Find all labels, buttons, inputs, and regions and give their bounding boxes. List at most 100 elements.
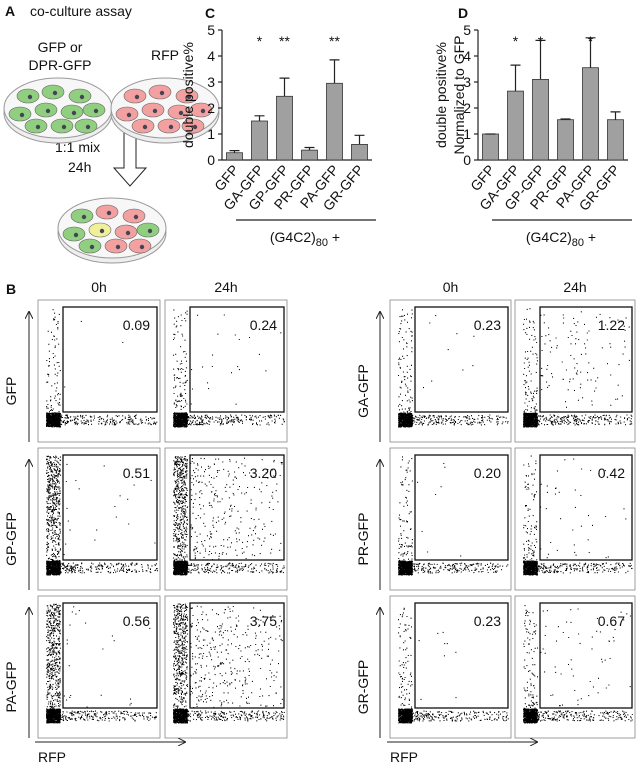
error-bar xyxy=(510,64,521,92)
gate-value: 1.22 xyxy=(598,317,625,333)
row-label: GFP xyxy=(3,377,19,406)
nucleus xyxy=(159,90,165,96)
gate-value: 0.42 xyxy=(598,465,625,481)
cell xyxy=(34,102,58,118)
cell xyxy=(88,222,112,238)
gate-value: 0.56 xyxy=(123,613,150,629)
cell xyxy=(24,118,48,134)
gate-value: 0.67 xyxy=(598,613,625,629)
significance: * xyxy=(513,33,519,49)
bar xyxy=(226,152,243,161)
row-label: GA-GFP xyxy=(355,364,371,418)
y-tick-label: 5 xyxy=(463,22,471,38)
panel-letter: D xyxy=(458,5,468,21)
cell xyxy=(82,102,106,118)
cell xyxy=(175,88,199,104)
cell xyxy=(68,88,92,104)
cell xyxy=(95,204,119,220)
cell xyxy=(74,118,98,134)
gate xyxy=(414,602,509,709)
cell xyxy=(148,84,172,100)
nucleus xyxy=(81,214,87,220)
bar xyxy=(557,119,574,161)
y-tick-label: 2 xyxy=(463,100,471,116)
gate-value: 0.24 xyxy=(250,317,277,333)
significance: * xyxy=(257,33,263,49)
nucleus xyxy=(35,124,41,130)
row-label: PA-GFP xyxy=(3,661,19,712)
events xyxy=(46,455,158,576)
cell xyxy=(128,238,152,254)
cell xyxy=(131,118,155,134)
gate-value: 0.23 xyxy=(474,317,501,333)
error-bar xyxy=(585,37,596,68)
panel-letter: C xyxy=(205,5,215,21)
gate xyxy=(62,602,158,709)
gate xyxy=(189,602,285,709)
nucleus xyxy=(71,110,77,116)
y-tick-label: 1 xyxy=(207,126,215,142)
cell xyxy=(8,106,32,122)
nucleus xyxy=(89,244,95,250)
events xyxy=(523,455,633,576)
column-header: 24h xyxy=(563,279,586,295)
gate xyxy=(62,454,158,561)
error-bar xyxy=(610,111,621,120)
nucleus xyxy=(192,124,198,130)
bar xyxy=(482,133,499,161)
error-bar xyxy=(254,115,265,121)
group-label: (G4C2)80 + xyxy=(526,229,596,249)
gate-value: 0.09 xyxy=(123,317,150,333)
nucleus xyxy=(61,124,67,130)
gate xyxy=(539,602,633,709)
bar xyxy=(532,79,549,161)
gate-value: 0.20 xyxy=(474,465,501,481)
events xyxy=(46,309,158,428)
events xyxy=(523,605,633,724)
events xyxy=(398,456,509,576)
cell xyxy=(70,208,94,224)
y-tick-label: 0 xyxy=(463,152,471,168)
gate-value: 3.75 xyxy=(250,613,277,629)
group-label: (G4C2)80 + xyxy=(270,229,340,249)
y-axis-label: double positive% xyxy=(180,42,196,148)
x-axis-label: RFP xyxy=(390,749,418,765)
panel-letter: A xyxy=(5,3,15,19)
gate xyxy=(539,306,633,413)
cell xyxy=(189,102,213,118)
nucleus xyxy=(45,108,51,114)
bar xyxy=(351,143,368,161)
cell xyxy=(62,226,86,242)
bar xyxy=(301,149,318,161)
gate-value: 0.23 xyxy=(474,613,501,629)
dish-label: DPR-GFP xyxy=(29,57,92,73)
gate xyxy=(189,454,285,561)
step-label: 24h xyxy=(68,159,91,175)
cell xyxy=(41,84,65,100)
events xyxy=(173,455,285,576)
y-tick-label: 4 xyxy=(463,48,471,64)
nucleus xyxy=(200,108,206,114)
row-label: GP-GFP xyxy=(3,512,19,566)
y-axis-label: double positive% xyxy=(433,42,449,148)
bar xyxy=(251,120,268,161)
nucleus xyxy=(125,230,131,236)
error-bar xyxy=(535,39,546,80)
bar xyxy=(582,67,599,161)
gate-value: 3.20 xyxy=(250,465,277,481)
error-bar xyxy=(329,59,340,84)
events xyxy=(173,309,285,428)
events xyxy=(398,607,509,724)
y-tick-label: 4 xyxy=(207,48,215,64)
cell xyxy=(78,238,102,254)
dish-label: RFP xyxy=(151,47,179,63)
y-tick-label: 1 xyxy=(463,126,471,142)
x-axis-label: RFP xyxy=(38,749,66,765)
y-tick-label: 5 xyxy=(207,22,215,38)
y-tick-label: 3 xyxy=(463,74,471,90)
nucleus xyxy=(134,94,140,100)
nucleus xyxy=(85,124,91,130)
nucleus xyxy=(139,244,145,250)
cell xyxy=(123,88,147,104)
